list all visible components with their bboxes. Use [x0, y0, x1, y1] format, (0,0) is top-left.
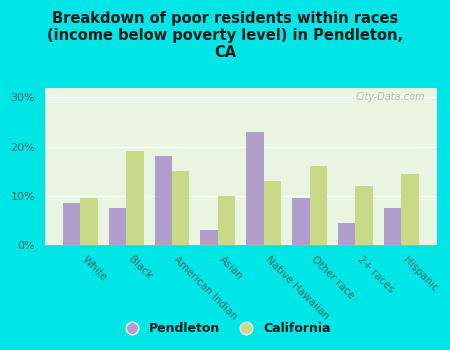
Bar: [246, 132, 264, 245]
Bar: [63, 203, 80, 245]
Bar: [200, 230, 218, 245]
Bar: [401, 174, 419, 245]
Bar: [80, 198, 98, 245]
Text: Breakdown of poor residents within races
(income below poverty level) in Pendlet: Breakdown of poor residents within races…: [47, 10, 403, 60]
Bar: [218, 196, 235, 245]
Bar: [264, 181, 281, 245]
Bar: [172, 171, 189, 245]
Text: City-Data.com: City-Data.com: [355, 92, 425, 102]
Legend: Pendleton, California: Pendleton, California: [114, 317, 336, 340]
Bar: [356, 186, 373, 245]
Bar: [384, 208, 401, 245]
Bar: [126, 152, 144, 245]
Bar: [292, 198, 310, 245]
Bar: [310, 166, 327, 245]
Bar: [154, 156, 172, 245]
Bar: [338, 223, 356, 245]
Bar: [108, 208, 126, 245]
